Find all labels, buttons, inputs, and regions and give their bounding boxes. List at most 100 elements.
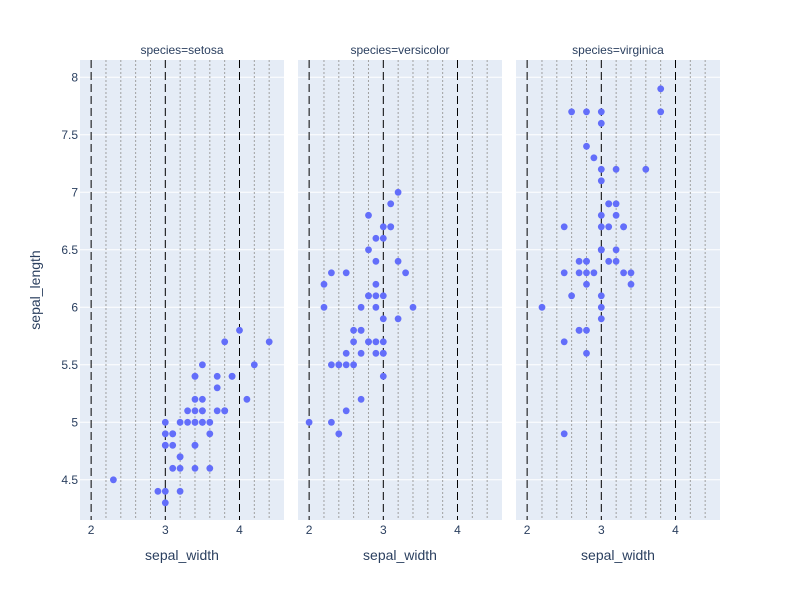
scatter-point [394,257,402,265]
scatter-point [161,418,169,426]
scatter-point [372,234,380,242]
scatter-point [357,303,365,311]
scatter-point [328,269,335,277]
scatter-point [605,257,613,265]
facets-layer: 2 3 4 sepal_width species=setosa 2 3 4 sepal_wid… [80,43,720,563]
scatter-point [387,200,395,208]
y-tick-label: 8 [71,70,78,84]
scatter-point [161,499,169,507]
scatter-point [191,372,199,380]
y-tick-label: 5.5 [61,358,78,372]
y-tick-label: 5 [71,415,78,429]
scatter-point [365,211,372,219]
scatter-point [372,280,380,288]
scatter-point [372,292,380,300]
x-tick-label: 3 [380,523,387,537]
scatter-point [176,453,184,461]
scatter-point [394,315,402,323]
scatter-point [612,200,620,208]
scatter-point [199,361,206,369]
scatter-point [605,223,613,231]
scatter-point [605,200,613,208]
scatter-point [161,430,169,438]
scatter-point [642,165,650,173]
scatter-point [538,303,546,311]
y-axis-title: sepal_length [27,250,43,329]
scatter-point [597,223,605,231]
scatter-point [357,326,365,334]
x-tick-label: 2 [306,523,313,537]
scatter-point [213,372,221,380]
facet-panel: 2 3 4 sepal_width species=setosa [80,43,284,563]
scatter-point [387,223,395,231]
x-axis-title: sepal_width [581,547,655,563]
scatter-point [597,119,605,127]
scatter-point [169,464,177,472]
x-tick-label: 2 [524,523,531,537]
scatter-point [372,349,380,357]
facet-title: species=virginica [572,43,664,57]
scatter-point [612,257,620,265]
scatter-point [191,464,199,472]
scatter-point [243,395,251,403]
scatter-point [335,361,343,369]
scatter-point [161,441,169,449]
scatter-point [184,418,192,426]
scatter-point [379,223,387,231]
scatter-point [379,315,387,323]
scatter-point [250,361,258,369]
y-tick-label: 4.5 [61,473,78,487]
scatter-point [583,326,590,334]
scatter-point [372,338,380,346]
x-tick-label: 4 [236,523,243,537]
scatter-point [597,303,605,311]
scatter-point [365,292,372,300]
scatter-point [199,418,206,426]
scatter-point [590,269,598,277]
scatter-point [560,269,568,277]
scatter-point [583,280,590,288]
scatter-point [206,464,214,472]
scatter-point [560,338,568,346]
scatter-point [221,407,229,415]
scatter-point [627,280,635,288]
facet-title: species=versicolor [350,43,449,57]
scatter-point [265,338,273,346]
scatter-point [379,338,387,346]
scatter-point [568,108,575,116]
scatter-point [612,246,620,254]
scatter-point [357,395,365,403]
scatter-point [228,372,236,380]
scatter-point [213,407,221,415]
scatter-point [583,108,590,116]
scatter-point [379,349,387,357]
scatter-point [191,395,199,403]
scatter-point [176,418,184,426]
scatter-point [236,326,243,334]
scatter-point [372,257,380,265]
scatter-point [154,487,162,495]
scatter-point [176,487,184,495]
scatter-point [213,384,221,392]
scatter-point [169,430,177,438]
facet-title: species=setosa [140,43,223,57]
x-tick-label: 3 [162,523,169,537]
scatter-point [199,407,206,415]
scatter-point [372,303,380,311]
scatter-point [620,223,627,231]
facet-panel: 2 3 4 sepal_width species=virginica [516,43,720,563]
x-tick-label: 3 [598,523,605,537]
scatter-point [199,395,206,403]
plot-background [298,60,502,520]
scatter-point [597,165,605,173]
scatter-point [409,303,417,311]
scatter-point [191,407,199,415]
scatter-point [342,349,350,357]
scatter-point [342,269,350,277]
scatter-point [575,269,583,277]
plot-background [80,60,284,520]
scatter-point [612,165,620,173]
scatter-point [320,303,328,311]
scatter-point [206,430,214,438]
